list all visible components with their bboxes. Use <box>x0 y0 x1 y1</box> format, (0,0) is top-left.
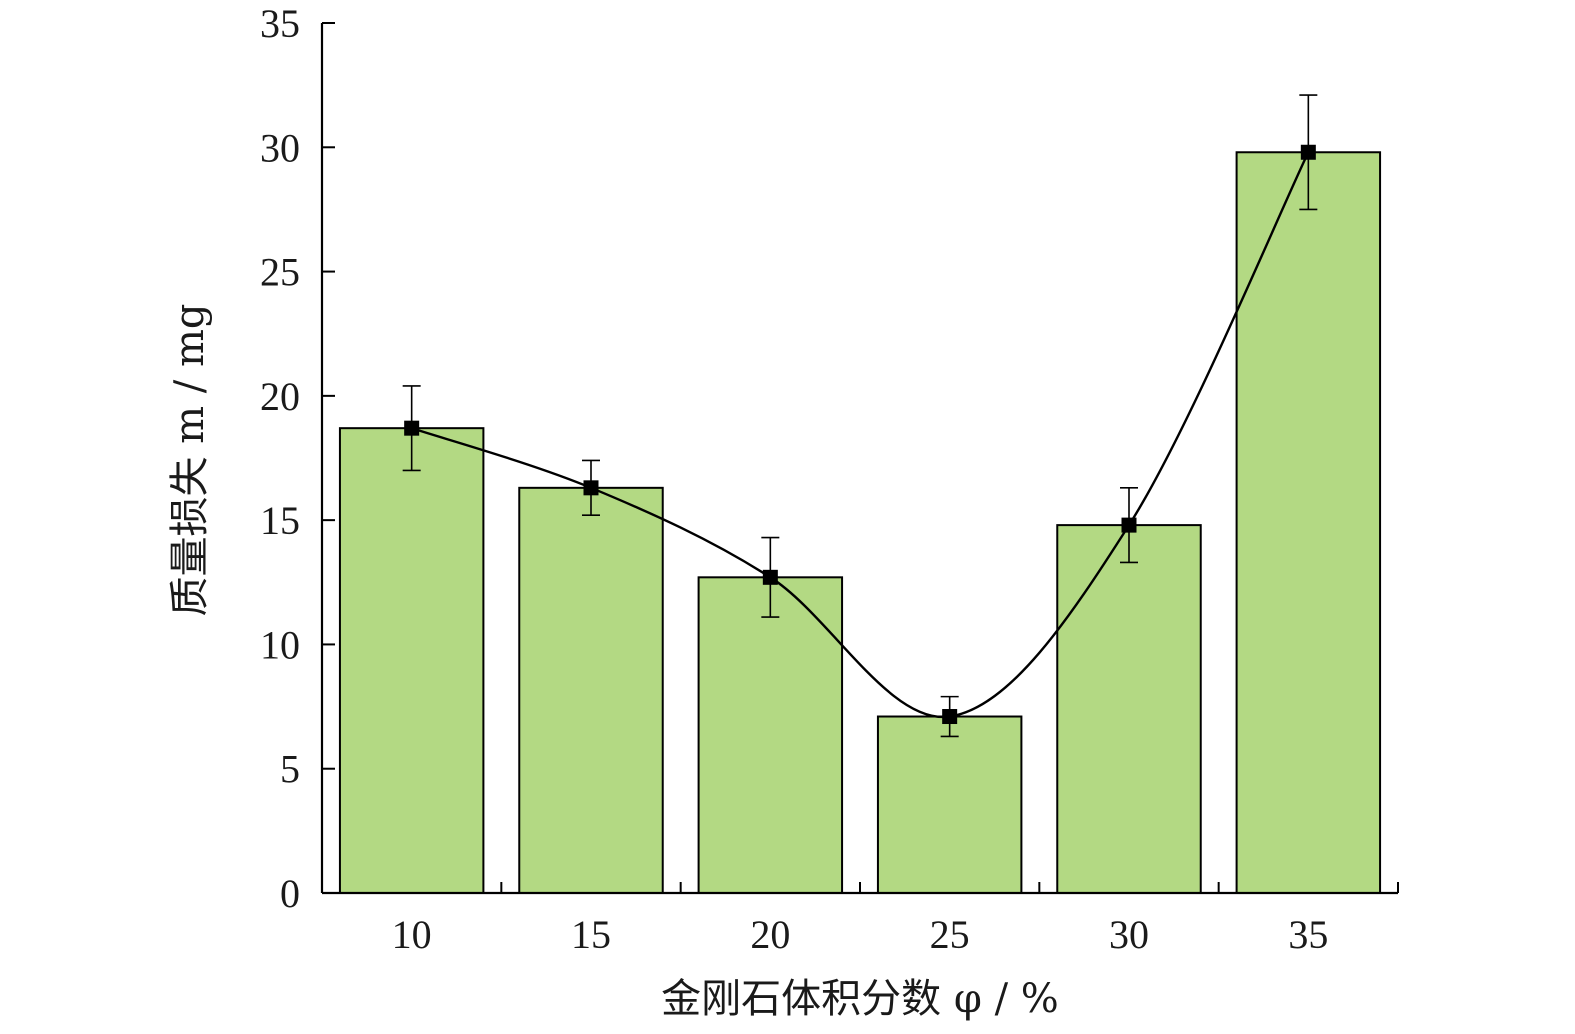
markers-group <box>404 144 1316 725</box>
marker-10 <box>404 420 420 436</box>
y-tick-label-30: 30 <box>260 125 300 170</box>
y-tick-label-0: 0 <box>280 871 300 916</box>
bar-15 <box>518 486 664 894</box>
x-tick-label-10: 10 <box>392 912 432 957</box>
x-tick-label-20: 20 <box>750 912 790 957</box>
y-ticks-group: 0 5 10 15 20 25 30 35 <box>260 1 335 916</box>
bar-25 <box>876 715 1023 894</box>
y-tick-label-20: 20 <box>260 374 300 419</box>
x-tick-label-30: 30 <box>1109 912 1149 957</box>
y-tick-label-5: 5 <box>280 747 300 792</box>
bar-10 <box>338 427 485 894</box>
y-tick-label-10: 10 <box>260 622 300 667</box>
x-tick-label-15: 15 <box>571 912 611 957</box>
y-tick-label-35: 35 <box>260 1 300 46</box>
marker-15 <box>583 480 599 496</box>
y-axis-title: 质量损失 m / mg <box>167 303 213 616</box>
marker-30 <box>1121 517 1137 533</box>
y-tick-label-25: 25 <box>260 250 300 295</box>
bar-35 <box>1235 151 1382 894</box>
x-ticks-group: 10 15 20 25 30 35 <box>321 882 1399 957</box>
marker-25 <box>942 709 958 725</box>
marker-20 <box>762 569 778 585</box>
bar-20 <box>697 576 844 894</box>
x-axis-title: 金刚石体积分数 φ / % <box>661 976 1059 1022</box>
bars-group <box>338 151 1382 894</box>
y-tick-label-15: 15 <box>260 498 300 543</box>
x-tick-label-35: 35 <box>1288 912 1328 957</box>
x-tick-label-25: 25 <box>930 912 970 957</box>
marker-35 <box>1300 144 1316 160</box>
bar-30 <box>1056 524 1202 894</box>
